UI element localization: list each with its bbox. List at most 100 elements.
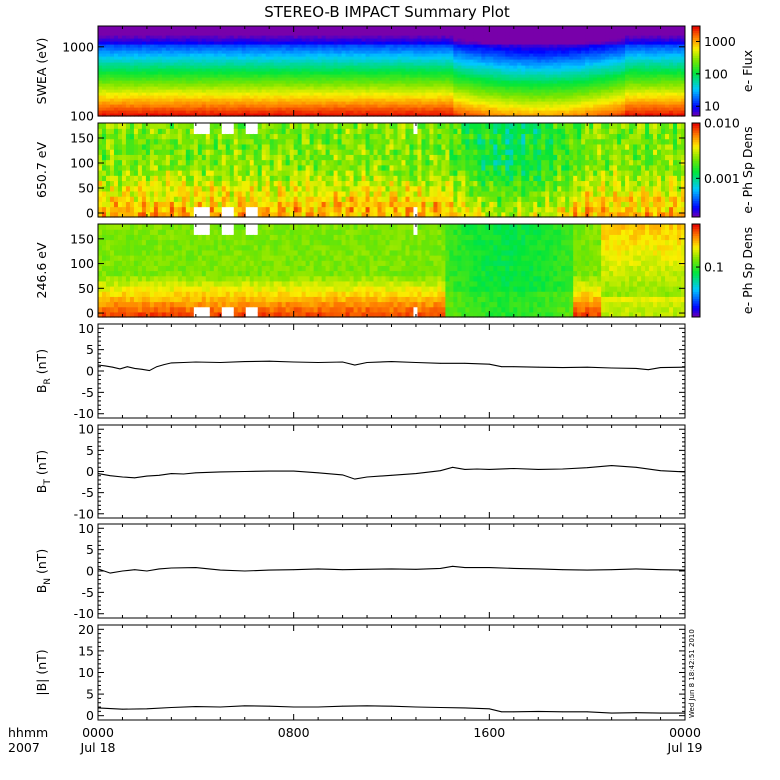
spectrogram-cell (397, 113, 403, 117)
spectrogram-cell (445, 44, 451, 48)
spectrogram-cell (293, 110, 299, 114)
spectrogram-cell (229, 74, 235, 78)
spectrogram-cell (173, 180, 179, 187)
spectrogram-cell (481, 32, 486, 36)
spectrogram-cell (177, 38, 183, 42)
spectrogram-cell (209, 113, 215, 117)
spectrogram-cell (461, 95, 466, 99)
spectrogram-cell (357, 62, 363, 66)
spectrogram-cell (221, 86, 227, 90)
spectrogram-cell (257, 26, 263, 30)
spectrogram-cell (425, 29, 431, 33)
spectrogram-cell (361, 56, 367, 60)
spectrogram-cell (277, 65, 283, 69)
spectrogram-cell (105, 77, 111, 81)
spectrogram-cell (113, 101, 119, 105)
spectrogram-cell (121, 180, 127, 187)
spectrogram-cell (313, 95, 319, 99)
spectrogram-cell (149, 133, 155, 140)
spectrogram-cell (157, 175, 163, 182)
spectrogram-cell (297, 32, 303, 36)
spectrogram-cell (113, 98, 119, 102)
spectrogram-cell (357, 89, 363, 93)
spectrogram-cell (261, 47, 267, 51)
spectrogram-cell (381, 62, 387, 66)
spectrogram-cell (281, 29, 287, 33)
spectrogram-cell (185, 50, 191, 54)
spectrogram-cell (289, 44, 295, 48)
spectrogram-cell (497, 44, 502, 48)
spectrogram-cell (173, 159, 179, 166)
spectrogram-cell (433, 101, 439, 105)
spectrogram-cell (249, 104, 255, 108)
spectrogram-cell (225, 59, 231, 63)
spectrogram-cell (297, 59, 303, 63)
spectrogram-cell (493, 59, 498, 63)
spectrogram-cell (341, 59, 347, 63)
spectrogram-cell (113, 164, 119, 171)
spectrogram-cell (357, 95, 363, 99)
spectrogram-cell (261, 80, 267, 84)
spectrogram-cell (425, 65, 431, 69)
spectrogram-cell (141, 185, 147, 192)
spectrogram-cell (101, 77, 107, 81)
spectrogram-cell (169, 196, 175, 202)
spectrogram-cell (317, 104, 323, 108)
spectrogram-cell (349, 98, 355, 102)
spectrogram-cell (229, 89, 235, 93)
spectrogram-cell (177, 80, 183, 84)
spectrogram-cell (217, 83, 223, 87)
spectrogram-cell (169, 59, 175, 63)
spectrogram-cell (453, 47, 458, 51)
spectrogram-cell (397, 104, 403, 108)
spectrogram-cell (457, 41, 462, 45)
spectrogram-cell (361, 83, 367, 87)
spectrogram-cell (113, 80, 119, 84)
spectrogram-cell (413, 95, 419, 99)
spectrogram-cell (101, 35, 107, 39)
spectrogram-cell (353, 71, 359, 75)
spectrogram-cell (225, 53, 231, 57)
spectrogram-cell (293, 56, 299, 60)
spectrogram-cell (293, 71, 299, 75)
spectrogram-cell (233, 77, 239, 81)
spectrogram-cell (193, 175, 199, 182)
spectrogram-cell (117, 92, 123, 96)
spectrogram-cell (373, 26, 379, 30)
spectrogram-cell (493, 95, 498, 99)
spectrogram-cell (417, 104, 423, 108)
spectrogram-cell (369, 29, 375, 33)
spectrogram-cell (493, 47, 498, 51)
spectrogram-cell (401, 77, 407, 81)
spectrogram-cell (269, 47, 275, 51)
spectrogram-cell (313, 47, 319, 51)
spectrogram-cell (197, 128, 203, 135)
spectrogram-cell (485, 59, 490, 63)
spectrogram-cell (445, 80, 451, 84)
spectrogram-cell (269, 101, 275, 105)
spectrogram-cell (309, 101, 315, 105)
spectrogram-cell (193, 159, 199, 166)
spectrogram-cell (405, 47, 411, 51)
spectrogram-cell (437, 62, 443, 66)
spectrogram-cell (313, 113, 319, 117)
spectrogram-cell (281, 92, 287, 96)
spectrogram-cell (369, 92, 375, 96)
spectrogram-cell (249, 71, 255, 75)
spectrogram-cell (297, 86, 303, 90)
spectrogram-cell (481, 89, 486, 93)
spectrogram-cell (429, 26, 435, 30)
spectrogram-cell (245, 95, 251, 99)
spectrogram-cell (489, 29, 494, 33)
spectrogram-cell (325, 32, 331, 36)
spectrogram-cell (365, 41, 371, 45)
spectrogram-cell (409, 92, 415, 96)
spectrogram-cell (237, 26, 243, 30)
spectrogram-cell (381, 65, 387, 69)
spectrogram-cell (177, 62, 183, 66)
spectrogram-cell (277, 89, 283, 93)
spectrogram-cell (173, 123, 179, 129)
spectrogram-cell (325, 110, 331, 114)
spectrogram-cell (381, 80, 387, 84)
spectrogram-cell (265, 35, 271, 39)
